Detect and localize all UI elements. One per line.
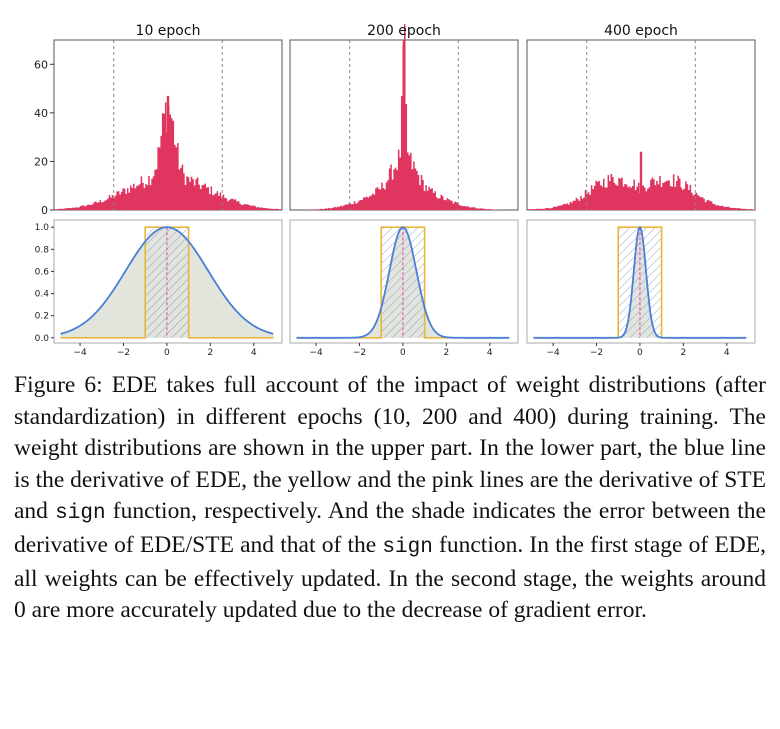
y-tick-label: 1.0 xyxy=(35,223,50,233)
x-tick-label: −4 xyxy=(309,348,323,358)
derivative-panel-2: −4 −2 0 2 4 xyxy=(289,219,519,358)
caption-code-sign-1: sign xyxy=(55,502,106,526)
y-tick-label: 0.8 xyxy=(35,245,50,255)
derivative-panel-3: −4 −2 0 2 4 xyxy=(526,219,756,358)
histogram-bars xyxy=(311,24,499,211)
caption-code-sign-2: sign xyxy=(382,535,433,559)
y-tick-label: 60 xyxy=(34,58,48,71)
figure-caption: Figure 6: EDE takes full account of the … xyxy=(14,370,766,627)
y-tick-label: 0 xyxy=(41,204,48,217)
x-tick-label: 4 xyxy=(724,348,730,358)
caption-label: Figure 6: xyxy=(14,372,103,398)
histogram-bars xyxy=(54,95,282,210)
panel-title: 200 epoch xyxy=(367,23,441,39)
ede-derivative-curve xyxy=(60,226,274,335)
histogram-bars xyxy=(527,151,755,210)
panel-title: 400 epoch xyxy=(604,23,678,39)
x-tick-label: 0 xyxy=(637,348,643,358)
x-tick-label: −4 xyxy=(546,348,560,358)
y-tick-label: 40 xyxy=(34,107,48,120)
y-tick-label: 0.2 xyxy=(35,312,49,322)
weight-histogram-2: 200 epoch xyxy=(289,23,519,211)
x-tick-label: −2 xyxy=(117,348,130,358)
caption-text-1: EDE takes full account of the impact of … xyxy=(14,372,766,525)
x-tick-label: 2 xyxy=(207,348,213,358)
ede-derivative-curve xyxy=(296,226,510,339)
weight-histogram-3: 400 epoch xyxy=(526,23,756,211)
x-tick-label: 0 xyxy=(164,348,170,358)
ede-derivative-curve xyxy=(533,225,747,339)
panel-title: 10 epoch xyxy=(136,23,201,39)
x-tick-label: −2 xyxy=(590,348,603,358)
x-tick-label: 2 xyxy=(443,348,449,358)
derivative-panel-1: −4 −2 0 2 4 0.0 0.2 0.4 0.6 0.8 1.0 xyxy=(35,219,283,358)
x-tick-label: −2 xyxy=(353,348,366,358)
x-tick-label: 0 xyxy=(400,348,406,358)
y-tick-label: 20 xyxy=(34,155,48,168)
x-tick-label: −4 xyxy=(73,348,87,358)
x-tick-label: 4 xyxy=(251,348,257,358)
x-tick-label: 2 xyxy=(680,348,686,358)
weight-histogram-1: 10 epoch 0 20 40 60 xyxy=(34,23,283,217)
caption-text-3: function. In the first stage of EDE, all… xyxy=(14,531,766,624)
y-tick-label: 0.0 xyxy=(35,334,50,344)
y-tick-label: 0.4 xyxy=(35,290,50,300)
y-tick-label: 0.6 xyxy=(35,267,50,277)
x-tick-label: 4 xyxy=(487,348,493,358)
caption-text-2: function, respectively. And the shade in… xyxy=(14,498,766,558)
